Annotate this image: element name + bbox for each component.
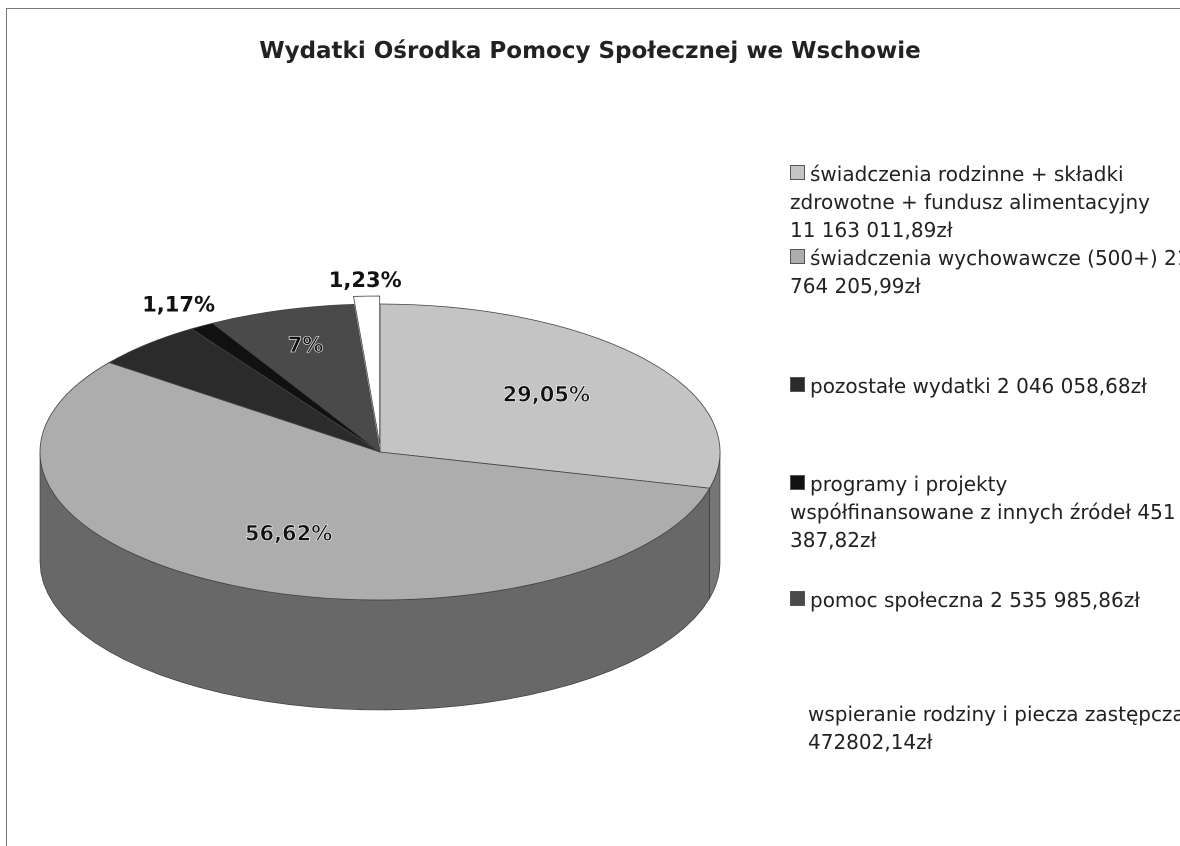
data-label: 7% xyxy=(288,333,324,357)
data-label: 56,62% xyxy=(245,522,332,546)
pie-slice xyxy=(379,303,721,489)
legend-swatch xyxy=(790,475,805,490)
legend-label: świadczenia rodzinne + składki zdrowotne… xyxy=(790,162,1170,242)
legend-label: pozostałe wydatki 2 046 058,68zł xyxy=(810,374,1147,398)
frame xyxy=(6,8,1180,846)
legend-label: wspieranie rodziny i piecza zastępcza 47… xyxy=(808,702,1180,754)
pie-slice xyxy=(353,295,381,445)
legend-entry: pomoc społeczna 2 535 985,86zł xyxy=(790,586,1180,614)
legend-label: programy i projekty współfinansowane z i… xyxy=(790,472,1176,552)
data-label: 29,05% xyxy=(503,383,590,407)
legend-entry: pozostałe wydatki 2 046 058,68zł xyxy=(790,372,1180,400)
data-label: 1,17% xyxy=(142,293,215,317)
legend-entry: świadczenia wychowawcze (500+) 21 764 20… xyxy=(790,244,1180,300)
legend-label: świadczenia wychowawcze (500+) 21 764 20… xyxy=(790,246,1180,298)
legend-entry: programy i projekty współfinansowane z i… xyxy=(790,470,1180,554)
legend-swatch xyxy=(790,249,805,264)
data-label: 1,23% xyxy=(329,268,402,292)
legend-swatch xyxy=(790,377,805,392)
legend-swatch xyxy=(790,591,805,606)
legend-entry: wspieranie rodziny i piecza zastępcza 47… xyxy=(808,700,1180,756)
pie-slice xyxy=(39,362,711,601)
chart-title: Wydatki Ośrodka Pomocy Społecznej we Wsc… xyxy=(259,38,921,64)
legend-label: pomoc społeczna 2 535 985,86zł xyxy=(810,588,1140,612)
pie-slice xyxy=(211,304,381,453)
legend-entry: świadczenia rodzinne + składki zdrowotne… xyxy=(790,160,1180,244)
legend-swatch xyxy=(790,165,805,180)
